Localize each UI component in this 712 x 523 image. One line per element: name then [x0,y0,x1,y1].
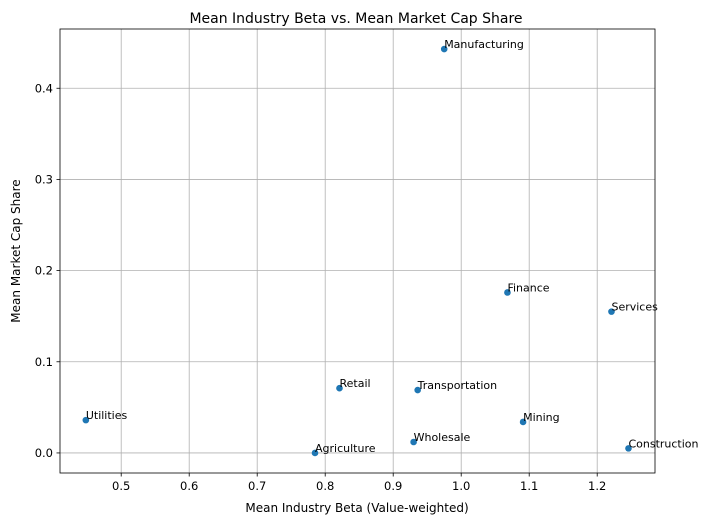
y-tick-label: 0.0 [35,446,53,460]
y-axis-label: Mean Market Cap Share [9,179,23,322]
point-label-retail: Retail [339,377,370,390]
point-label-manufacturing: Manufacturing [444,38,524,51]
x-tick-label: 0.8 [316,479,334,493]
x-tick-label: 1.1 [520,479,538,493]
data-points: Manufacturing Finance Services Retail Transp… [82,38,699,457]
x-tick-label: 1.0 [452,479,470,493]
point-label-wholesale: Wholesale [414,431,471,444]
data-point-transportation [414,386,421,394]
grid [60,29,655,473]
point-label-finance: Finance [507,281,549,294]
data-point-mining [519,418,527,426]
point-label-services: Services [611,301,658,314]
point-label-agriculture: Agriculture [315,442,376,455]
y-tick-label: 0.4 [35,81,53,95]
x-tick-label: 0.6 [180,479,198,493]
y-tick-label: 0.3 [35,172,53,186]
data-point-wholesale [410,438,417,446]
y-tick-label: 0.1 [35,355,53,369]
data-point-services [608,308,615,315]
x-tick-label: 0.5 [112,479,130,493]
x-tick-label: 1.2 [588,479,606,493]
chart-title: Mean Industry Beta vs. Mean Market Cap S… [189,11,522,27]
y-axis: 0.0 0.1 0.2 0.3 0.4 [35,81,60,460]
plot-frame [59,28,656,474]
data-point-construction [625,445,632,452]
data-point-manufacturing [440,45,448,53]
x-tick-label: 0.9 [384,479,402,493]
y-tick-label: 0.2 [35,264,53,278]
x-axis-label: Mean Industry Beta (Value-weighted) [245,501,468,515]
point-label-utilities: Utilities [86,409,128,422]
data-point-finance [504,289,511,296]
point-label-transportation: Transportation [417,379,497,392]
x-axis: 0.5 0.6 0.7 0.8 0.9 1.0 1.1 1.2 [112,473,606,493]
data-point-agriculture [311,449,319,457]
x-tick-label: 0.7 [248,479,266,493]
point-label-construction: Construction [628,437,698,450]
data-point-utilities [82,416,90,424]
point-label-mining: Mining [523,411,560,424]
data-point-retail [336,384,343,392]
